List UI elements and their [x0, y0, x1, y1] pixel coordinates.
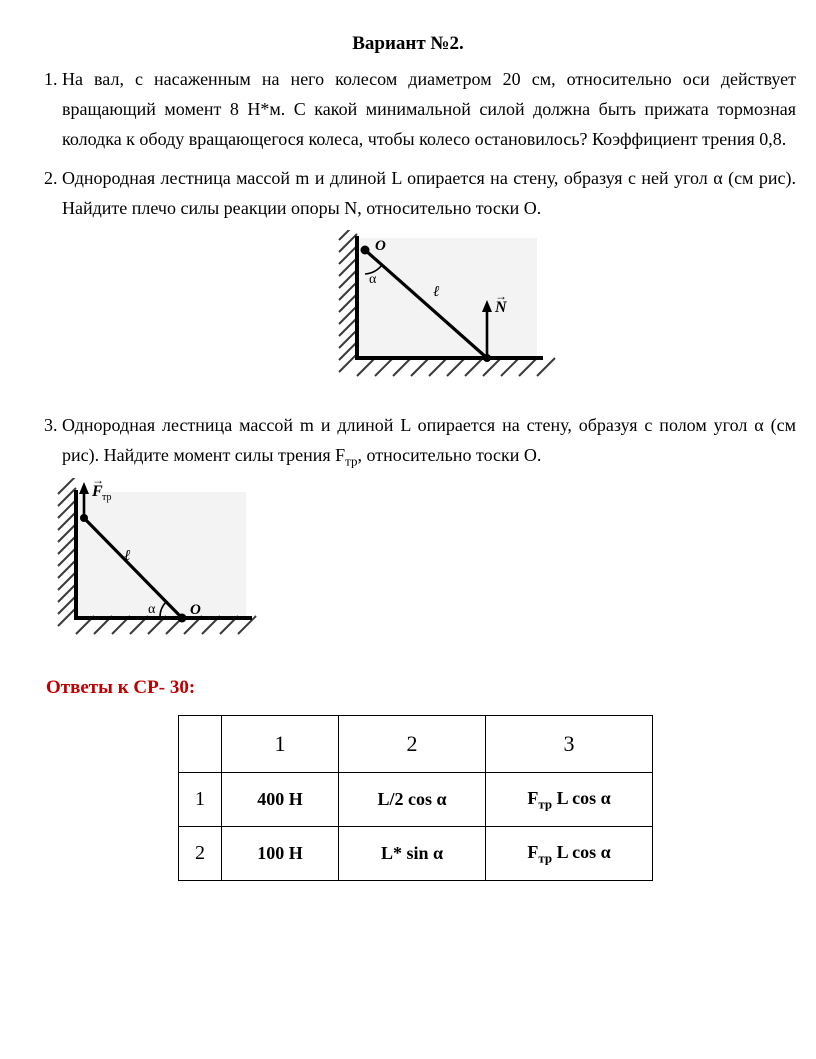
- fig1-alpha-label: α: [369, 272, 377, 287]
- fig2-alpha-label: α: [148, 602, 156, 617]
- figure-2-wrap: F тр → ℓ α O: [32, 478, 796, 648]
- cell-2-2: L* sin α: [339, 827, 486, 881]
- fig1-ell-label: ℓ: [433, 284, 439, 300]
- cell-2-1: 100 Н: [222, 827, 339, 881]
- table-header-2: 2: [339, 716, 486, 773]
- answers-table: 1 2 3 1 400 Н L/2 cos α Fтр L cos α 2 10…: [178, 715, 653, 881]
- table-row: 1 2 3: [179, 716, 653, 773]
- problem-1: На вал, с насаженным на него колесом диа…: [62, 65, 798, 154]
- problem-list: На вал, с насаженным на него колесом диа…: [18, 65, 798, 647]
- cell-1-1: 400 Н: [222, 773, 339, 827]
- fig2-F-sub: тр: [102, 492, 112, 503]
- cell-1-3-a: F: [527, 788, 538, 808]
- cell-2-3-sub: тр: [538, 851, 552, 866]
- fig2-ell-label: ℓ: [124, 548, 130, 564]
- cell-2-3-a: F: [527, 842, 538, 862]
- fig1-O-label: O: [375, 238, 386, 254]
- cell-2-3-b: L cos α: [552, 842, 611, 862]
- figure-1-wrap: O α ℓ N →: [62, 230, 796, 390]
- table-row: 2 100 Н L* sin α Fтр L cos α: [179, 827, 653, 881]
- row-label-1: 1: [179, 773, 222, 827]
- problem-2: Однородная лестница массой m и длиной L …: [62, 164, 798, 389]
- table-header-1: 1: [222, 716, 339, 773]
- table-corner: [179, 716, 222, 773]
- table-header-3: 3: [486, 716, 653, 773]
- table-row: 1 400 Н L/2 cos α Fтр L cos α: [179, 773, 653, 827]
- figure-1: O α ℓ N →: [299, 230, 559, 380]
- problem-3-sub: тр: [345, 454, 357, 469]
- cell-1-3: Fтр L cos α: [486, 773, 653, 827]
- cell-1-3-sub: тр: [538, 797, 552, 812]
- row-label-2: 2: [179, 827, 222, 881]
- cell-1-3-b: L cos α: [552, 788, 611, 808]
- fig1-N-arrow: →: [495, 289, 507, 303]
- problem-3-text-b: , относительно тоски О.: [357, 445, 541, 465]
- page-title: Вариант №2.: [18, 28, 798, 59]
- cell-1-2: L/2 cos α: [339, 773, 486, 827]
- fig2-F-arrow: →: [92, 478, 104, 487]
- answers-heading: Ответы к СР- 30:: [46, 672, 798, 703]
- problem-2-text: Однородная лестница массой m и длиной L …: [62, 168, 796, 218]
- problem-3: Однородная лестница массой m и длиной L …: [62, 411, 798, 647]
- figure-2: F тр → ℓ α O: [32, 478, 262, 638]
- fig2-O-label: O: [190, 602, 201, 618]
- cell-2-3: Fтр L cos α: [486, 827, 653, 881]
